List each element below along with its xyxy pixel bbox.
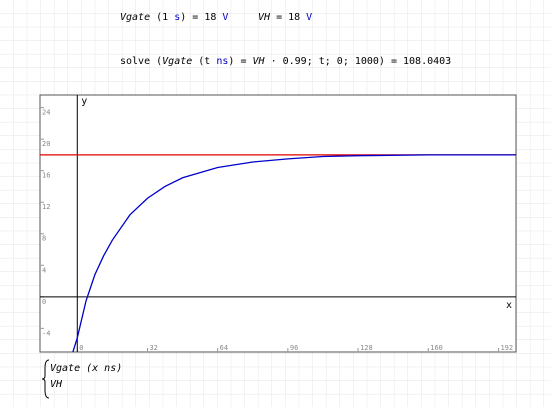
expression: Vgate (1 s) = 18 V [120, 12, 228, 23]
y-tick-label: 8 [42, 235, 46, 243]
expression-token: = 18 [270, 12, 306, 23]
expression: solve (Vgate (t ns) = VH · 0.99; t; 0; 1… [120, 56, 451, 67]
y-tick-label: 20 [42, 140, 50, 148]
expression-token: · 0.99; t; 0; 1000) = 108.0403 [265, 56, 452, 67]
expression-token: V [306, 12, 312, 23]
x-tick-label: 32 [149, 344, 157, 352]
plot: -4 0 4 8 12 16 20 24 0 32 64 96 128 160 192 y x [40, 95, 516, 352]
y-axis-label: y [81, 96, 87, 107]
legend-entry: VH [50, 379, 63, 390]
plot-frame [39, 94, 517, 353]
expression: VH = 18 V [258, 12, 312, 23]
expression-token: solve ( [120, 56, 162, 67]
y-tick-label: 24 [42, 109, 50, 117]
x-tick-label: 160 [430, 344, 443, 352]
expression-token: VH [258, 12, 271, 23]
y-tick-label: 16 [42, 172, 50, 180]
expression-token: Vgate [120, 12, 150, 23]
x-tick-label: 192 [500, 344, 513, 352]
legend-brace [41, 359, 50, 399]
expression-token: Vgate [162, 56, 192, 67]
y-tick-label: -4 [42, 329, 50, 337]
y-tick-label: 12 [42, 203, 50, 211]
x-tick-label: 0 [79, 344, 83, 352]
x-axis-label: x [506, 300, 512, 311]
y-tick-label: 4 [42, 266, 46, 274]
expression-token: ) = 18 [180, 12, 222, 23]
expression-token: V [222, 12, 228, 23]
expression-token: (1 [150, 12, 174, 23]
x-tick-label: 64 [220, 344, 228, 352]
x-tick-label: 128 [360, 344, 373, 352]
expression-token: ns [216, 56, 228, 67]
legend-entry: Vgate (x ns) [50, 363, 122, 374]
series-line [72, 154, 516, 352]
y-tick-label: 0 [42, 298, 46, 306]
x-tick-label: 96 [290, 344, 298, 352]
expression-token: VH [253, 56, 266, 67]
expression-token: ) = [228, 56, 252, 67]
expression-token: (t [192, 56, 216, 67]
expression-token: s [174, 12, 180, 23]
